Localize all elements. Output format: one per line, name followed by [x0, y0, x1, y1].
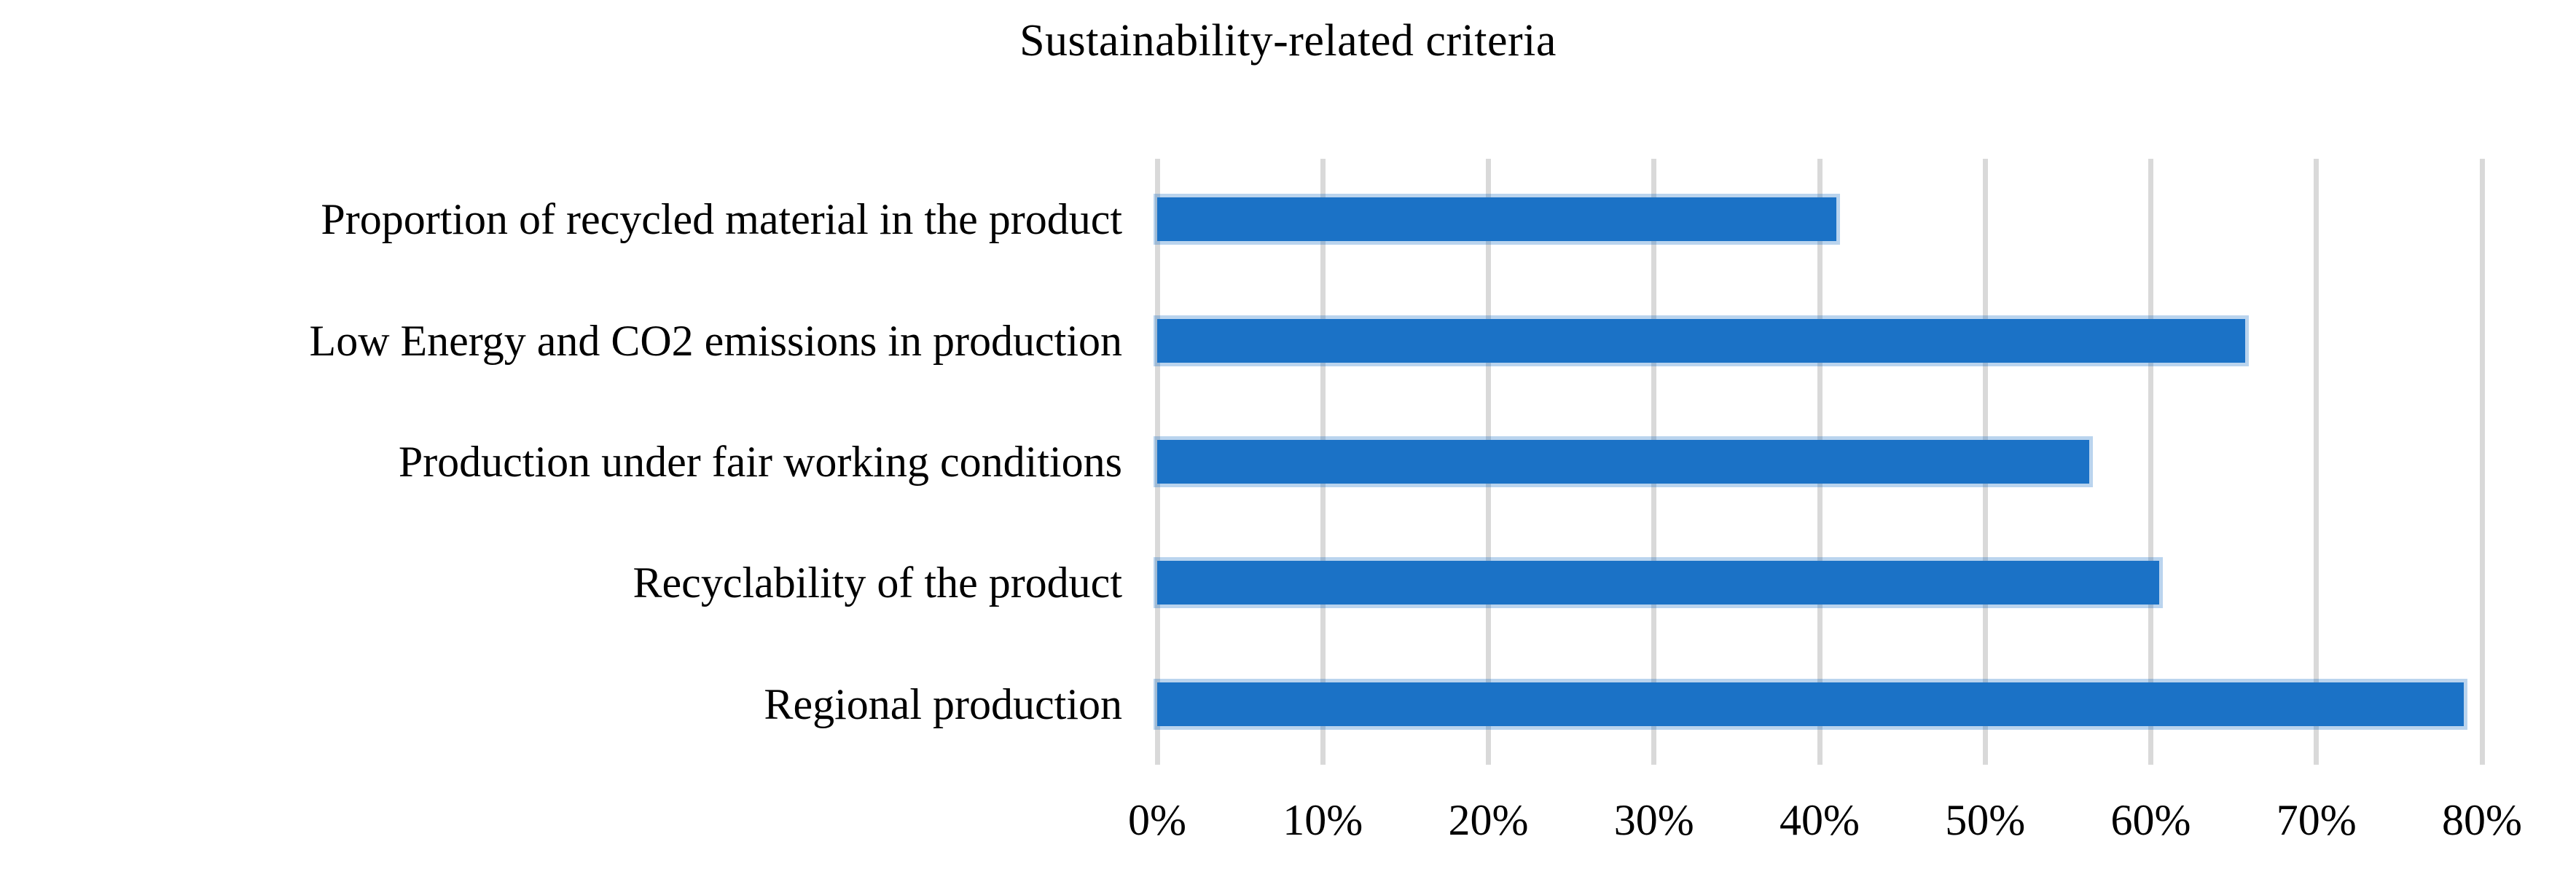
bar [1157, 318, 2246, 363]
bar [1157, 440, 2090, 484]
x-tick-label: 0% [1128, 796, 1186, 844]
bar [1157, 561, 2159, 605]
category-label: Low Energy and CO2 emissions in producti… [309, 316, 1122, 365]
plot-area [1154, 159, 2485, 765]
x-tick-label: 10% [1283, 796, 1363, 844]
category-label: Regional production [764, 680, 1122, 728]
x-tick-label: 80% [2442, 796, 2522, 844]
chart-title: Sustainability-related criteria [1019, 16, 1557, 66]
x-tick-label: 70% [2276, 796, 2357, 844]
bar [1157, 197, 1836, 242]
gridline [2314, 159, 2319, 765]
category-label: Recyclability of the product [633, 559, 1122, 607]
x-axis: 0% 10% 20% 30% 40% 50% 60% 70% 80% [1128, 765, 2522, 867]
bar [1157, 682, 2464, 726]
category-label: Proportion of recycled material in the p… [321, 195, 1122, 244]
gridline [2479, 159, 2485, 765]
x-tick-label: 30% [1613, 796, 1694, 844]
x-tick-label: 40% [1780, 796, 1860, 844]
x-tick-label: 50% [1945, 796, 2026, 844]
x-tick-label: 60% [2110, 796, 2191, 844]
gridline [2148, 159, 2153, 765]
category-label: Production under fair working conditions [398, 438, 1122, 486]
category-axis: Proportion of recycled material in the p… [0, 159, 1122, 765]
x-tick-label: 20% [1448, 796, 1529, 844]
